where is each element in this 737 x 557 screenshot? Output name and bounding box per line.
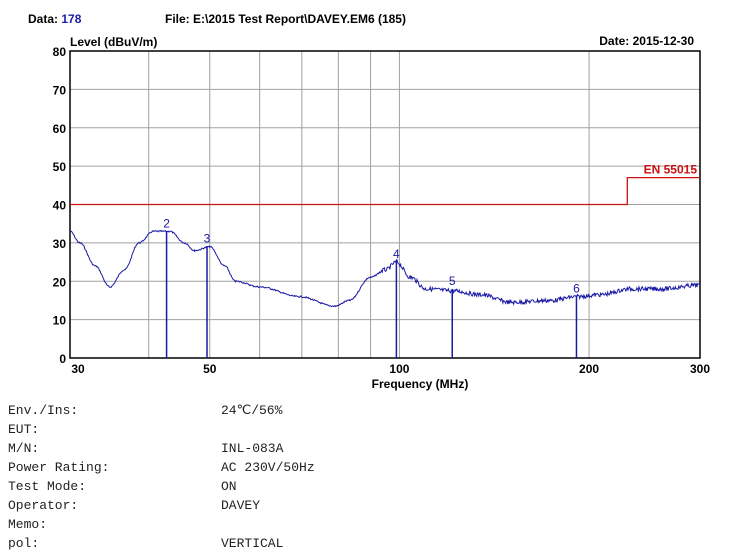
info-row: Env./Ins: 24℃/56%	[8, 403, 315, 422]
info-key: M/N:	[8, 441, 40, 456]
info-row: Memo:	[8, 517, 315, 536]
info-value: DAVEY	[221, 498, 261, 513]
info-row: Power Rating: AC 230V/50Hz	[8, 460, 315, 479]
limit-line	[70, 176, 700, 206]
marker-label: 6	[573, 282, 580, 296]
info-value: ON	[221, 479, 237, 494]
x-tick-label: 50	[203, 362, 217, 376]
info-key: Memo:	[8, 517, 48, 532]
y-tick-label: 50	[53, 160, 67, 174]
info-row: EUT:	[8, 422, 315, 441]
marker-label: 3	[204, 232, 211, 246]
info-key: Power Rating:	[8, 460, 110, 475]
y-tick-label: 80	[53, 45, 67, 59]
data-label: Data:	[28, 12, 59, 26]
y-axis-label: Level (dBuV/m)	[70, 35, 157, 49]
info-key: Operator:	[8, 498, 79, 513]
test-date: Date: 2015-12-30	[599, 34, 694, 48]
test-info: Env./Ins: 24℃/56% EUT: M/N: INL-083A Power Ra…	[8, 403, 315, 555]
x-tick-label: 100	[389, 362, 409, 376]
data-count: Data: 178	[28, 12, 81, 26]
marker-label: 2	[163, 216, 170, 230]
x-tick-label: 200	[579, 362, 599, 376]
info-key: Env./Ins:	[8, 403, 79, 418]
y-tick-label: 40	[53, 199, 67, 213]
info-row: Test Mode: ON	[8, 479, 315, 498]
y-tick-label: 60	[53, 122, 67, 136]
marker-label: 5	[449, 274, 456, 288]
info-value: AC 230V/50Hz	[221, 460, 315, 475]
y-tick-label: 30	[53, 237, 67, 251]
info-key: EUT:	[8, 422, 40, 437]
limit-line-label: EN 55015	[644, 163, 698, 177]
info-row: pol: VERTICAL	[8, 536, 315, 555]
marker-label: 4	[393, 247, 400, 261]
info-row: Operator: DAVEY	[8, 498, 315, 517]
file-path: File: E:\2015 Test Report\DAVEY.EM6 (185…	[165, 12, 406, 26]
x-tick-label: 300	[690, 362, 710, 376]
measurement-trace	[69, 229, 701, 308]
x-axis-label: Frequency (MHz)	[372, 377, 469, 391]
info-key: pol:	[8, 536, 40, 551]
y-tick-label: 70	[53, 83, 67, 97]
info-value: VERTICAL	[221, 536, 284, 551]
emission-chart: 0 10 20 30 40 50 60 70 80 30 50 100 200 300 Level (dBu…	[53, 35, 711, 391]
x-tick-label: 30	[71, 362, 85, 376]
info-row: M/N: INL-083A	[8, 441, 315, 460]
info-value: INL-083A	[221, 441, 284, 456]
y-tick-label: 10	[53, 314, 67, 328]
info-value: 24℃/56%	[221, 403, 283, 418]
info-key: Test Mode:	[8, 479, 87, 494]
y-tick-label: 20	[53, 275, 67, 289]
data-value: 178	[61, 12, 82, 26]
y-tick-label: 0	[59, 352, 66, 366]
